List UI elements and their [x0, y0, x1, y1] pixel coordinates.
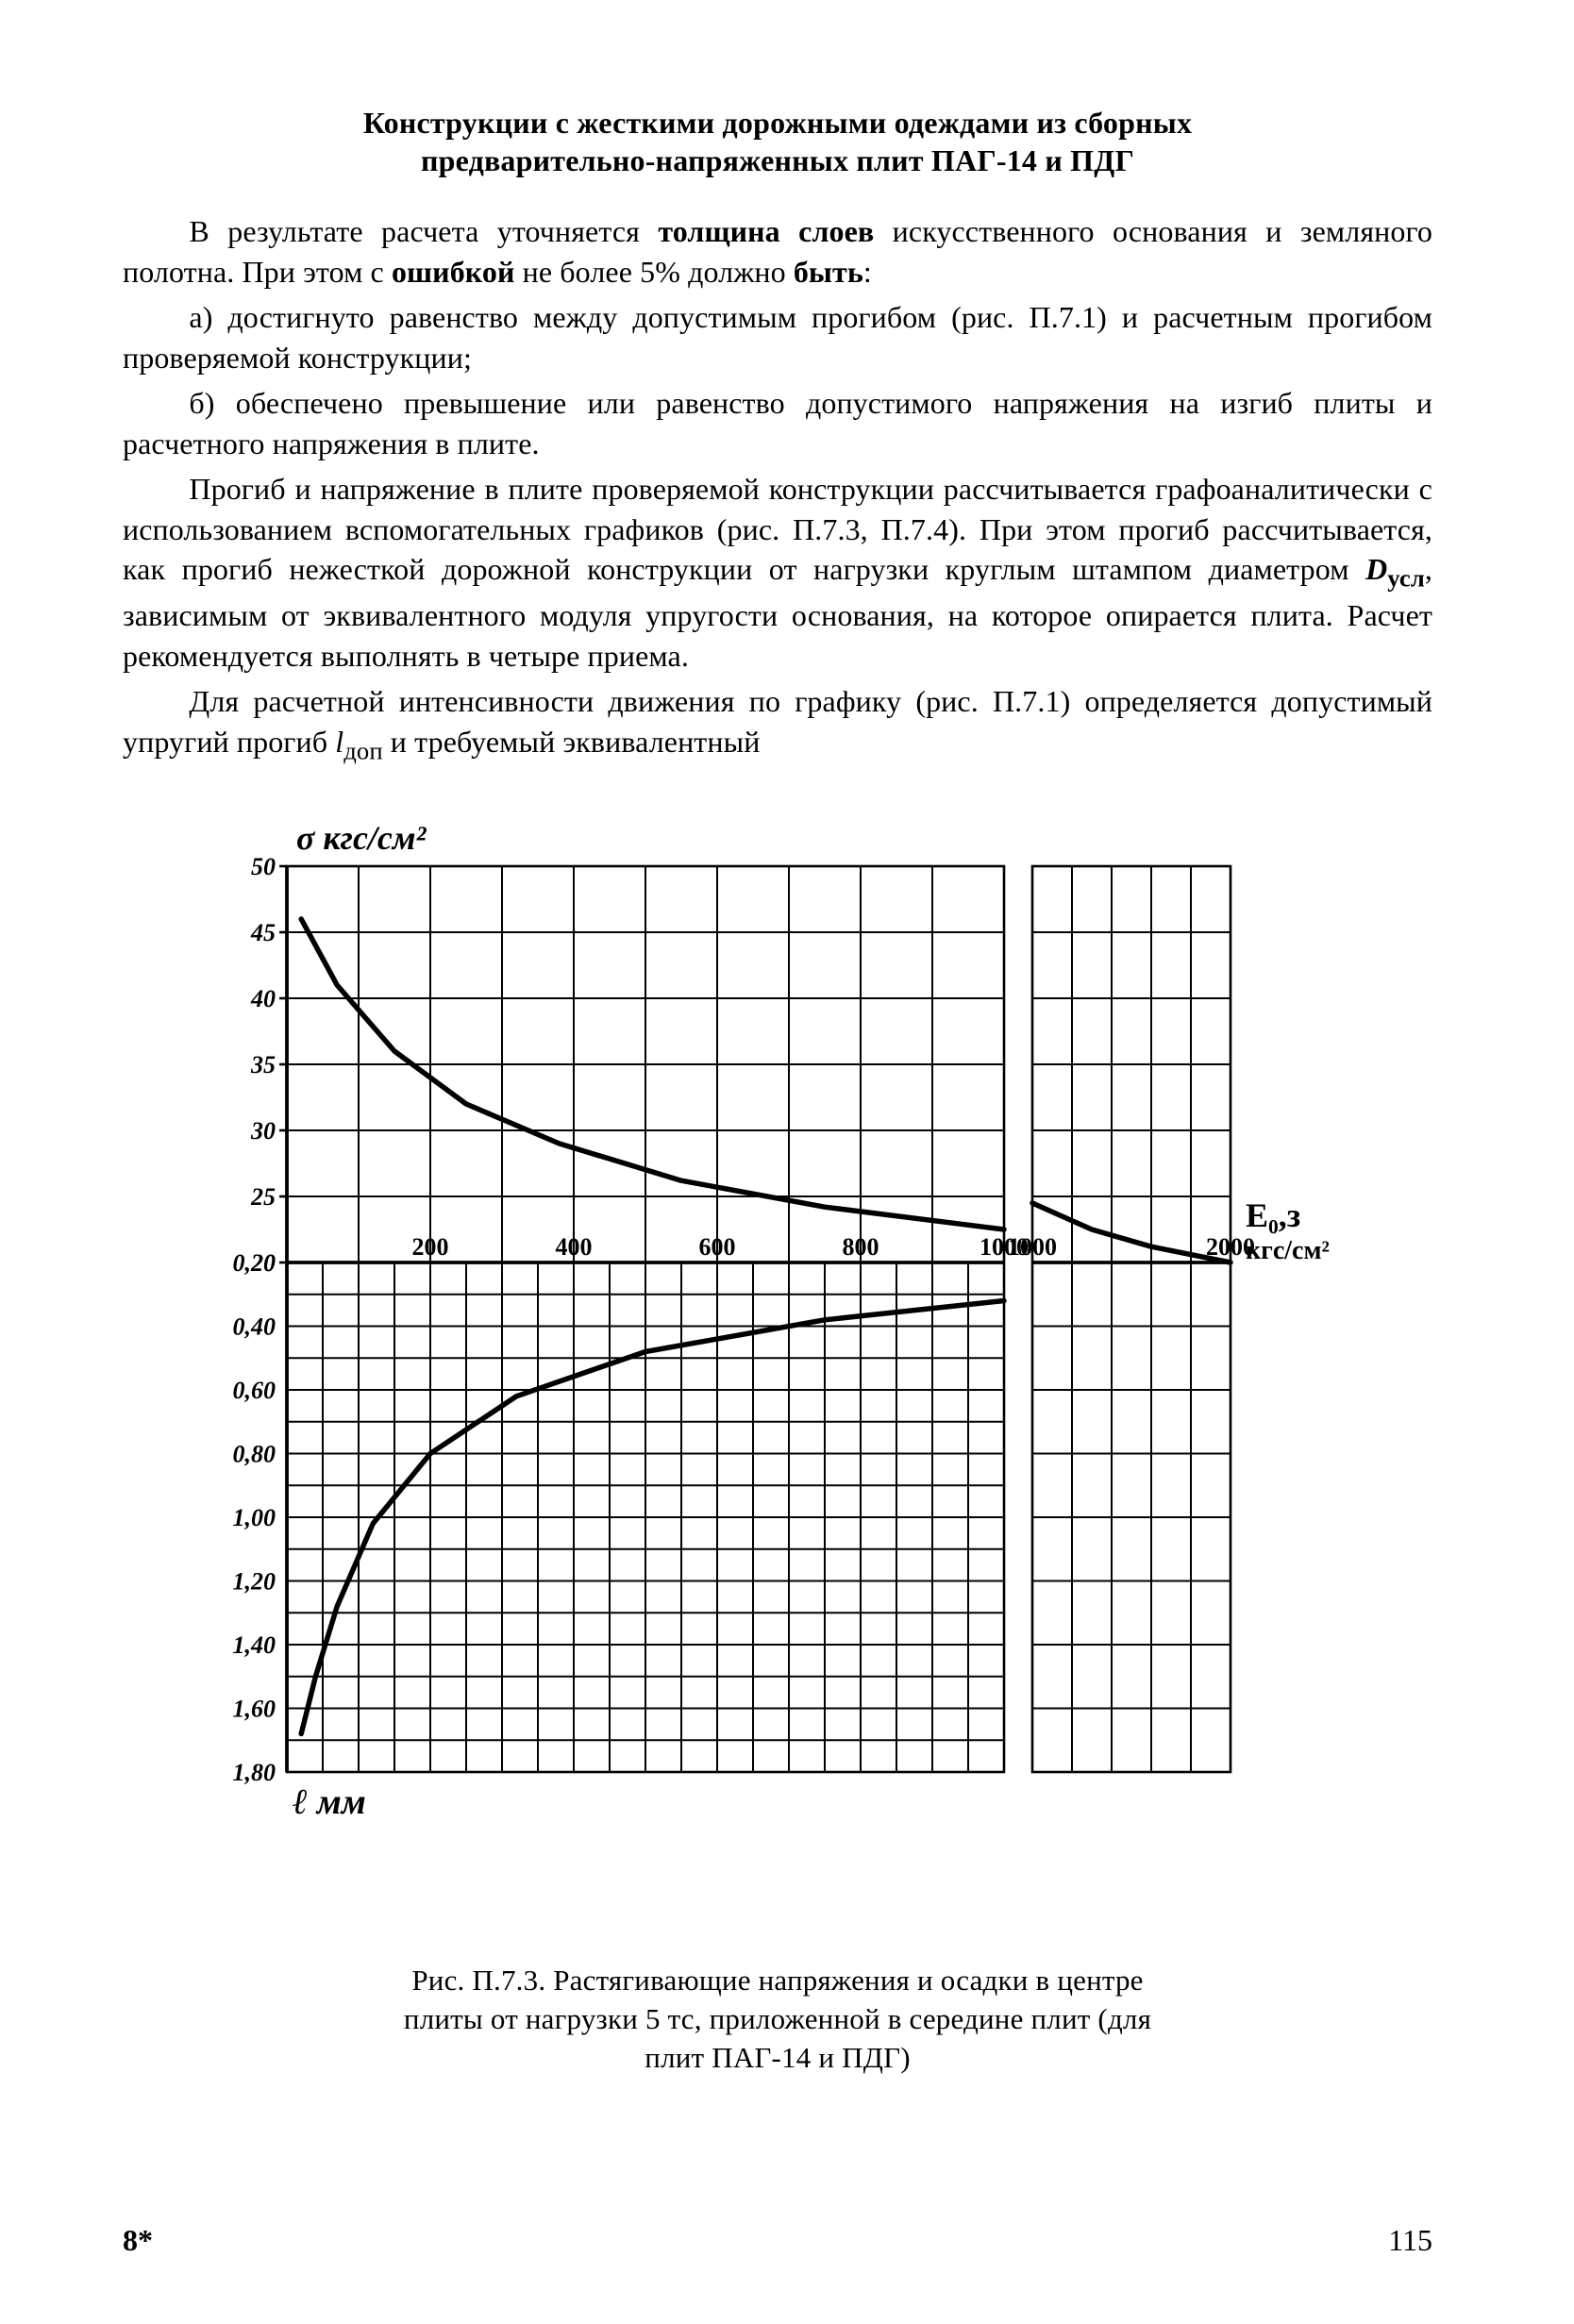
paragraph-1: В результате расчета уточняется толщина …	[123, 211, 1432, 292]
p5d: и требуемый эквивалентный	[383, 725, 761, 759]
p5a: Для расчетной интенсивности движения по …	[123, 684, 1432, 759]
paragraph-2: а) достигнуто равенство между допустимым…	[123, 297, 1432, 377]
caption-line-1: Рис. П.7.3. Растягивающие напряжения и о…	[411, 1964, 1143, 1997]
text-layer: 202530354045502004006008001000100020000,…	[233, 819, 1330, 1822]
svg-text:0,80: 0,80	[233, 1440, 276, 1467]
svg-text:400: 400	[556, 1233, 593, 1261]
caption-line-3: плит ПАГ-14 и ПДГ)	[645, 2041, 910, 2074]
svg-text:1,60: 1,60	[233, 1695, 276, 1722]
svg-text:кгс/см²: кгс/см²	[1246, 1236, 1330, 1265]
svg-text:σ кгс/см²: σ кгс/см²	[296, 819, 427, 857]
p2a: а) достигнуто равенство между допустимым…	[189, 300, 951, 334]
svg-text:800: 800	[843, 1233, 879, 1261]
p4c: усл	[1387, 564, 1425, 593]
p5c: доп	[343, 736, 382, 764]
section-title: Конструкции с жесткими дорожными одеждам…	[123, 104, 1432, 179]
svg-text:40: 40	[250, 985, 276, 1012]
svg-text:30: 30	[250, 1117, 276, 1145]
svg-text:1,80: 1,80	[233, 1759, 276, 1786]
title-line-1: Конструкции с жесткими дорожными одеждам…	[363, 106, 1192, 140]
chart-container: 202530354045502004006008001000100020000,…	[123, 810, 1432, 1928]
svg-text:200: 200	[412, 1233, 449, 1261]
svg-text:ℓ мм: ℓ мм	[293, 1782, 366, 1822]
p5b: l	[335, 725, 343, 759]
svg-text:0,60: 0,60	[233, 1377, 276, 1404]
signature-mark: 8*	[123, 2223, 153, 2257]
chart-svg: 202530354045502004006008001000100020000,…	[174, 810, 1381, 1923]
svg-text:1,40: 1,40	[233, 1631, 276, 1659]
p1e: не более 5% должно	[515, 255, 794, 289]
caption-line-2: плиты от нагрузки 5 тс, приложенной в се…	[404, 2002, 1151, 2035]
svg-text:35: 35	[250, 1051, 276, 1078]
svg-text:25: 25	[250, 1183, 276, 1211]
svg-text:1,20: 1,20	[233, 1567, 276, 1595]
chart-svg-holder: 202530354045502004006008001000100020000,…	[174, 810, 1381, 1928]
figure-caption: Рис. П.7.3. Растягивающие напряжения и о…	[123, 1962, 1432, 2078]
p1a: В результате расчета уточняется	[189, 214, 658, 248]
p3a: б) обеспечено превышение или равенство д…	[123, 386, 1432, 460]
svg-text:E₀,з: E₀,з	[1246, 1196, 1300, 1234]
svg-text:1000: 1000	[1008, 1233, 1057, 1261]
p1f: быть	[794, 255, 863, 289]
axis-layer	[279, 866, 1231, 1772]
p1b: толщина слоев	[658, 214, 874, 248]
paragraph-3: б) обеспечено превышение или равенство д…	[123, 383, 1432, 463]
p1d: ошибкой	[392, 255, 515, 289]
document-page: Конструкции с жесткими дорожными одеждам…	[0, 0, 1574, 2324]
svg-text:1,00: 1,00	[233, 1504, 276, 1531]
page-footer: 8* 115	[123, 2223, 1432, 2258]
paragraph-4: Прогиб и напряжение в плите проверяемой …	[123, 469, 1432, 676]
page-number: 115	[1388, 2223, 1432, 2258]
p4b: D	[1365, 552, 1387, 586]
svg-text:0,20: 0,20	[233, 1249, 276, 1277]
p4: Прогиб и напряжение в плите проверяемой …	[123, 472, 1432, 586]
svg-text:600: 600	[699, 1233, 736, 1261]
p1g: :	[863, 255, 872, 289]
paragraph-5: Для расчетной интенсивности движения по …	[123, 681, 1432, 767]
svg-text:45: 45	[250, 919, 276, 946]
grid-layer	[287, 866, 1231, 1772]
svg-text:0,40: 0,40	[233, 1312, 276, 1340]
svg-text:50: 50	[251, 853, 276, 880]
title-line-2: предварительно-напряженных плит ПАГ-14 и…	[421, 143, 1134, 177]
